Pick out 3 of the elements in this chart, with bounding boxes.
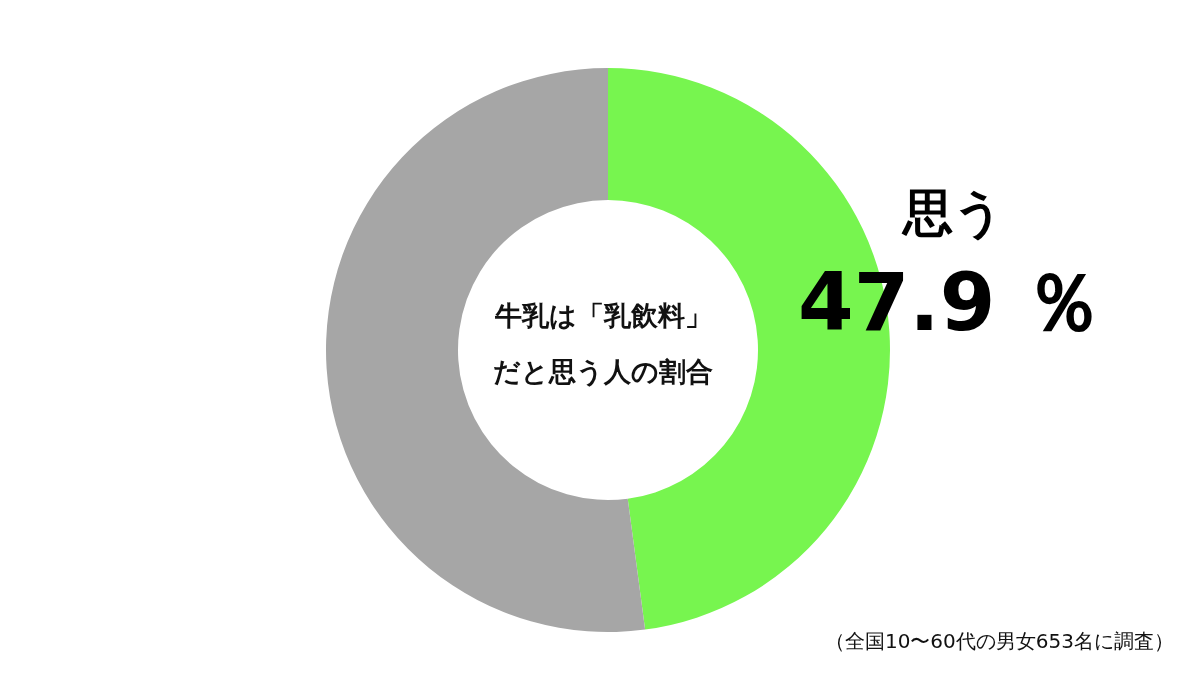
- slice-label: 思う: [903, 183, 1005, 244]
- text: （全国10〜60代の男女653名に調査）: [824, 628, 1174, 655]
- text: 牛乳は「乳飲料」だと思う人の割合: [492, 299, 714, 389]
